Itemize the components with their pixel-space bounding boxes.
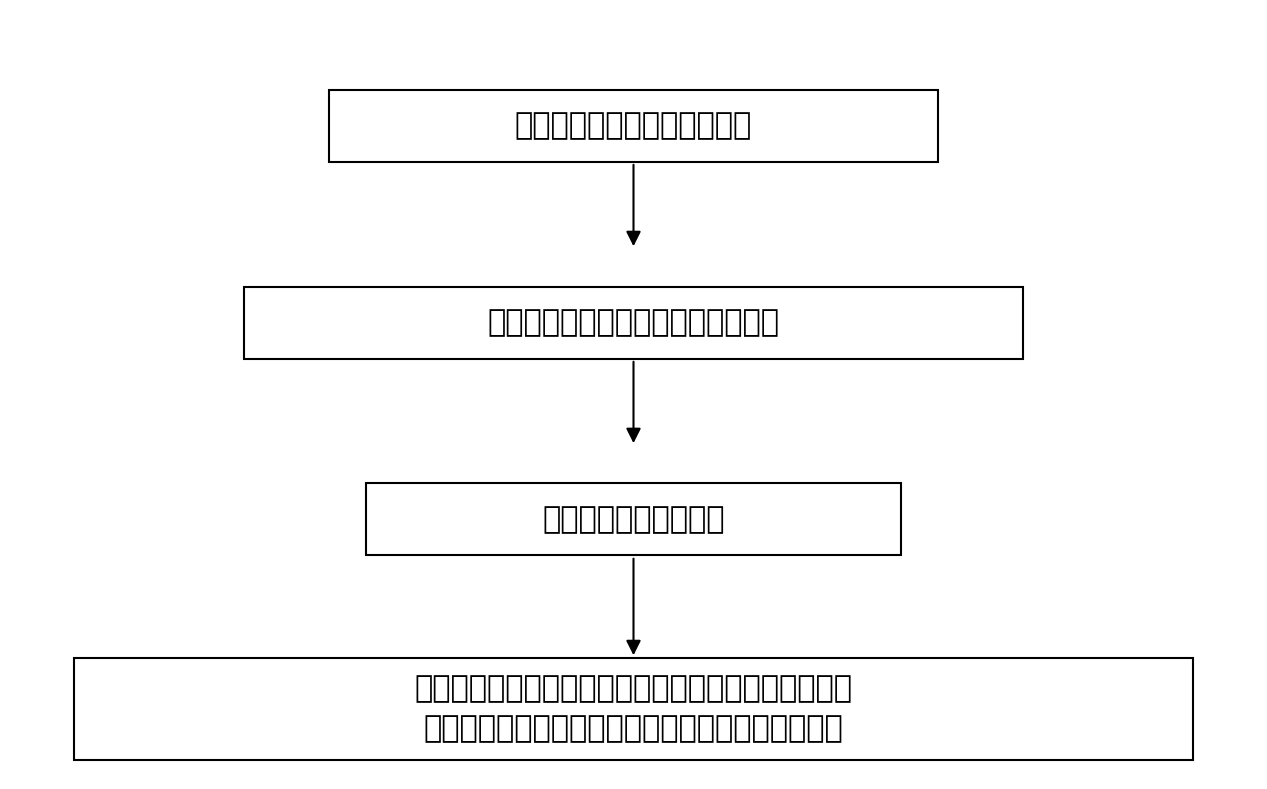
FancyBboxPatch shape xyxy=(245,286,1022,358)
Text: 在治疗有效时间范围内，装载活性药物的磁性纳米粒子
在外加磁场作用下，输送至体内，被支架内表面捕获: 在治疗有效时间范围内，装载活性药物的磁性纳米粒子 在外加磁场作用下，输送至体内，… xyxy=(414,674,853,743)
FancyBboxPatch shape xyxy=(73,658,1194,760)
FancyBboxPatch shape xyxy=(329,90,938,162)
Text: 将涂层和活性药物施加于支架外表面: 将涂层和活性药物施加于支架外表面 xyxy=(488,308,779,337)
FancyBboxPatch shape xyxy=(366,484,901,555)
Text: 将支架设置到治疗部位: 将支架设置到治疗部位 xyxy=(542,505,725,534)
Text: 在支架表面电沉积磁性电镀层: 在支架表面电沉积磁性电镀层 xyxy=(514,111,753,140)
